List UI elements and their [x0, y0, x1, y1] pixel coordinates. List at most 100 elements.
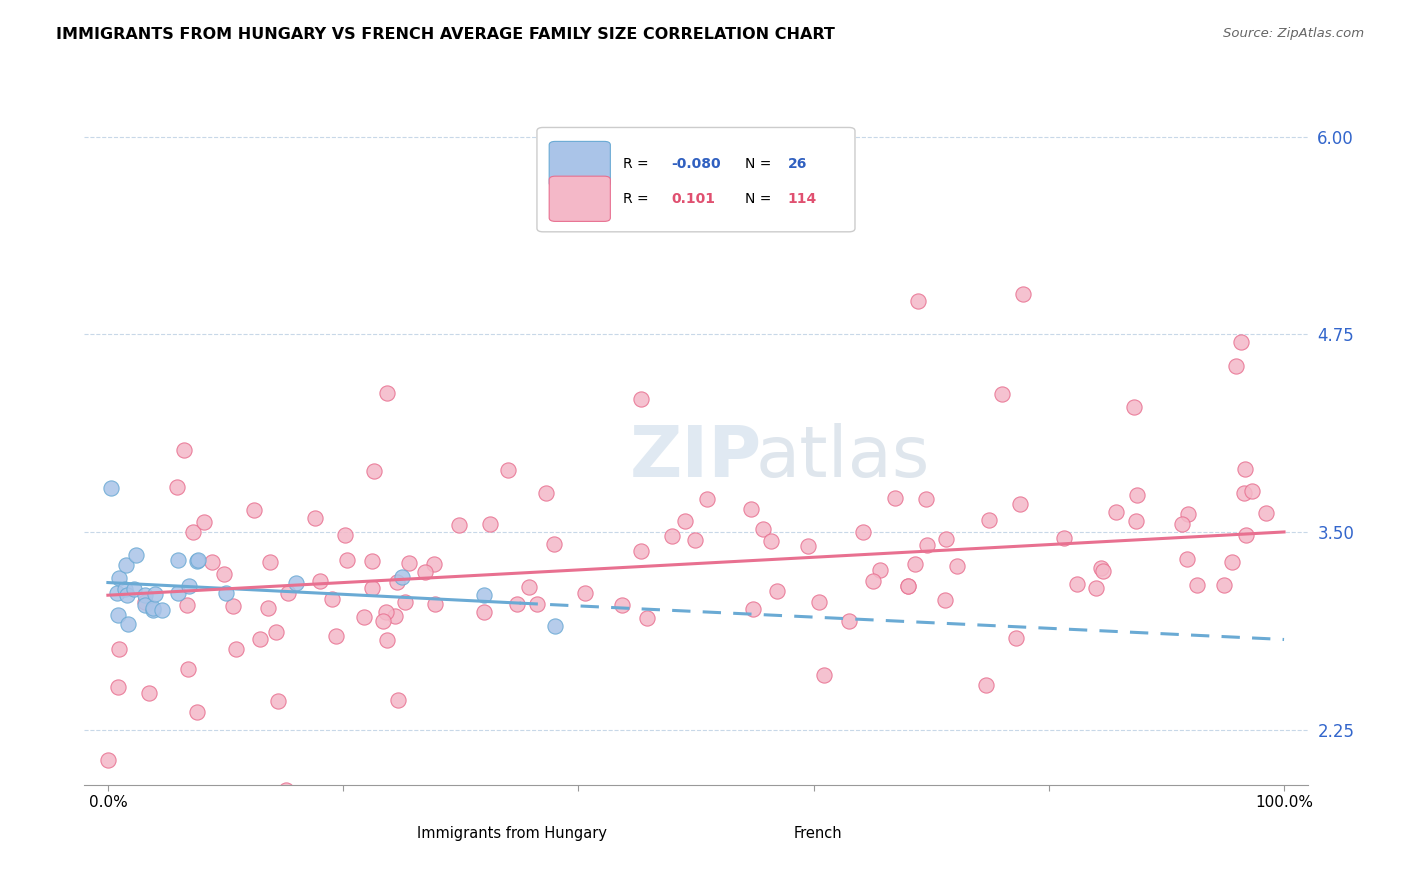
- Point: [134, 598, 156, 612]
- Point: [904, 557, 927, 571]
- Point: [1008, 497, 1031, 511]
- Point: [869, 563, 891, 577]
- Text: 114: 114: [787, 192, 817, 206]
- Point: [1011, 286, 1033, 301]
- Point: [862, 574, 884, 588]
- Point: [285, 576, 308, 591]
- Point: [472, 605, 495, 619]
- Point: [187, 553, 209, 567]
- Point: [384, 609, 406, 624]
- Point: [897, 579, 920, 593]
- Point: [896, 579, 918, 593]
- Point: [249, 632, 271, 646]
- Point: [496, 463, 519, 477]
- Text: Immigrants from Hungary: Immigrants from Hungary: [418, 826, 607, 841]
- Point: [1053, 531, 1076, 545]
- Point: [108, 641, 131, 656]
- Point: [1084, 581, 1107, 595]
- Point: [472, 588, 495, 602]
- Point: [696, 491, 718, 506]
- Point: [636, 611, 658, 625]
- Point: [361, 553, 384, 567]
- Point: [325, 629, 347, 643]
- Point: [1185, 578, 1208, 592]
- Point: [740, 502, 762, 516]
- Text: French: French: [794, 826, 842, 841]
- Text: 26: 26: [787, 157, 807, 171]
- Point: [201, 555, 224, 569]
- Point: [838, 615, 860, 629]
- Point: [186, 554, 208, 568]
- Point: [134, 595, 156, 609]
- Point: [277, 586, 299, 600]
- Point: [142, 603, 165, 617]
- Point: [212, 567, 235, 582]
- Point: [423, 597, 446, 611]
- Point: [97, 753, 120, 767]
- Point: [353, 609, 375, 624]
- Point: [630, 392, 652, 406]
- Point: [759, 533, 782, 548]
- Point: [108, 571, 131, 585]
- Point: [741, 601, 763, 615]
- FancyBboxPatch shape: [550, 141, 610, 186]
- Point: [934, 593, 956, 607]
- Point: [117, 587, 139, 601]
- Point: [661, 529, 683, 543]
- Point: [107, 607, 129, 622]
- Point: [142, 600, 165, 615]
- Point: [917, 538, 939, 552]
- Point: [166, 480, 188, 494]
- Point: [574, 586, 596, 600]
- Point: [1005, 631, 1028, 645]
- Point: [544, 619, 567, 633]
- Point: [186, 705, 208, 719]
- Point: [1240, 484, 1263, 499]
- Point: [321, 592, 343, 607]
- Point: [1229, 334, 1251, 349]
- Point: [124, 549, 146, 563]
- Point: [176, 598, 198, 612]
- Point: [193, 515, 215, 529]
- Point: [214, 585, 236, 599]
- Point: [1126, 488, 1149, 502]
- Point: [138, 686, 160, 700]
- Point: [797, 539, 820, 553]
- Point: [1233, 486, 1256, 500]
- Point: [114, 582, 136, 597]
- Point: [505, 597, 527, 611]
- Point: [1091, 564, 1114, 578]
- Point: [377, 385, 399, 400]
- Point: [526, 598, 548, 612]
- Text: R =: R =: [623, 157, 652, 171]
- Point: [385, 575, 408, 590]
- Point: [807, 595, 830, 609]
- Point: [145, 586, 167, 600]
- Point: [1213, 578, 1236, 592]
- Point: [257, 600, 280, 615]
- Point: [946, 559, 969, 574]
- Point: [360, 581, 382, 595]
- Point: [183, 525, 205, 540]
- Point: [374, 605, 396, 619]
- Point: [391, 569, 413, 583]
- Point: [167, 552, 190, 566]
- Text: Source: ZipAtlas.com: Source: ZipAtlas.com: [1223, 27, 1364, 40]
- Point: [907, 294, 929, 309]
- Point: [991, 386, 1014, 401]
- Point: [222, 599, 245, 613]
- Text: N =: N =: [745, 192, 776, 206]
- Text: ZIP: ZIP: [630, 424, 762, 492]
- Point: [177, 662, 200, 676]
- Point: [543, 537, 565, 551]
- Point: [630, 543, 652, 558]
- FancyBboxPatch shape: [537, 128, 855, 232]
- Point: [447, 517, 470, 532]
- Point: [363, 465, 385, 479]
- Point: [371, 614, 394, 628]
- Point: [935, 533, 957, 547]
- Text: R =: R =: [623, 192, 652, 206]
- Point: [517, 580, 540, 594]
- Point: [1125, 515, 1147, 529]
- Point: [1066, 577, 1088, 591]
